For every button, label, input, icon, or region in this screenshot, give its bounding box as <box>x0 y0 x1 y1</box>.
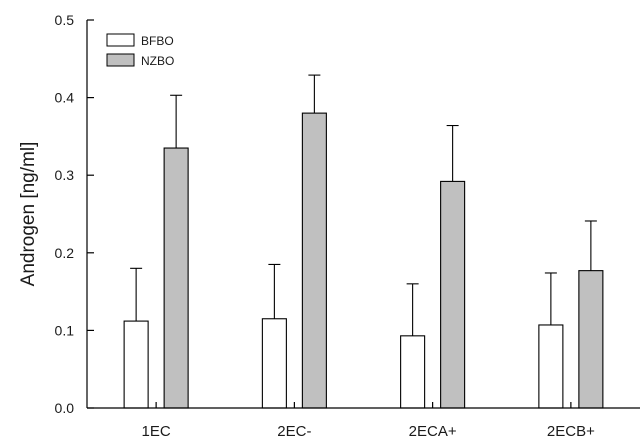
legend: BFBO NZBO <box>106 33 174 68</box>
y-axis-title: Androgen [ng/ml] <box>18 142 39 287</box>
bar-nzbo-1ec <box>163 147 189 409</box>
bar-bfbo-1ec <box>123 320 149 409</box>
y-tick-label: 0.4 <box>55 90 75 106</box>
bar-nzbo-2ec- <box>301 112 327 409</box>
bar-nzbo-2eca+ <box>440 180 466 409</box>
x-tick-label: 1EC <box>142 423 171 440</box>
x-tick-label: 2ECA+ <box>409 423 457 440</box>
axes <box>86 20 640 409</box>
legend-label-bfbo: BFBO <box>141 34 174 48</box>
legend-label-nzbo: NZBO <box>141 54 174 68</box>
x-tick-label: 2ECB+ <box>547 423 595 440</box>
bars <box>123 112 604 409</box>
legend-swatch-nzbo <box>106 53 135 67</box>
y-ticks: 0.0 0.1 0.2 0.3 0.4 0.5 <box>55 12 94 416</box>
y-tick-label: 0.0 <box>55 400 75 416</box>
bar-bfbo-2ecb+ <box>538 324 564 409</box>
error-bars <box>130 74 597 336</box>
bar-bfbo-2eca+ <box>400 335 426 409</box>
y-tick-label: 0.5 <box>55 12 75 28</box>
x-ticks: 1EC 2EC- 2ECA+ 2ECB+ <box>142 402 595 440</box>
y-tick-label: 0.2 <box>55 245 75 261</box>
x-tick-label: 2EC- <box>277 423 311 440</box>
y-tick-label: 0.1 <box>55 322 75 338</box>
bar-bfbo-2ec- <box>261 318 287 409</box>
legend-swatch-bfbo <box>106 33 135 47</box>
y-tick-label: 0.3 <box>55 167 75 183</box>
bar-nzbo-2ecb+ <box>578 270 604 409</box>
